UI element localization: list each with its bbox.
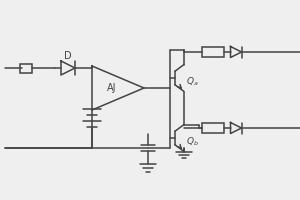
Text: AJ: AJ	[107, 83, 117, 93]
Bar	[20, 64, 32, 72]
Text: D: D	[64, 51, 72, 61]
Bar	[202, 123, 224, 133]
Text: $Q_a$: $Q_a$	[186, 76, 199, 88]
Text: $Q_b$: $Q_b$	[186, 136, 199, 148]
Bar	[202, 47, 224, 57]
